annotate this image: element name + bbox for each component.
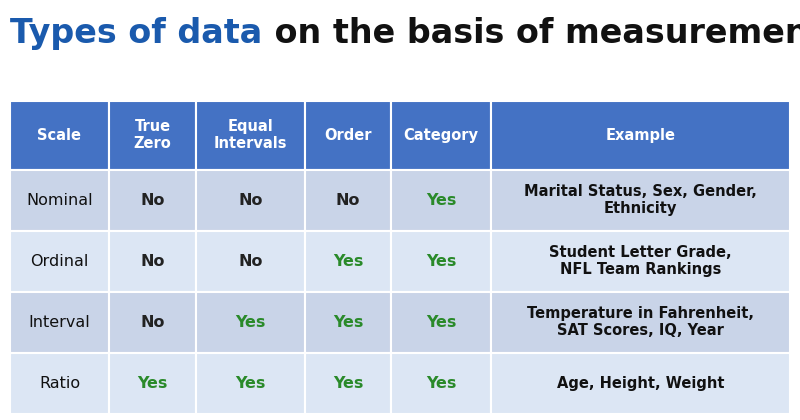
Text: No: No <box>141 193 165 207</box>
Text: Yes: Yes <box>235 315 266 330</box>
FancyBboxPatch shape <box>491 170 790 231</box>
FancyBboxPatch shape <box>196 291 305 353</box>
Text: Yes: Yes <box>426 254 456 269</box>
Text: on the basis of measurement: on the basis of measurement <box>262 17 800 50</box>
Text: Yes: Yes <box>333 254 363 269</box>
Text: Ratio: Ratio <box>39 376 80 391</box>
Text: Yes: Yes <box>333 315 363 330</box>
FancyBboxPatch shape <box>305 170 391 231</box>
FancyBboxPatch shape <box>305 231 391 291</box>
Text: No: No <box>141 254 165 269</box>
FancyBboxPatch shape <box>10 101 110 170</box>
Text: No: No <box>238 254 262 269</box>
Text: No: No <box>141 315 165 330</box>
FancyBboxPatch shape <box>491 231 790 291</box>
FancyBboxPatch shape <box>196 170 305 231</box>
FancyBboxPatch shape <box>305 291 391 353</box>
Text: Marital Status, Sex, Gender,
Ethnicity: Marital Status, Sex, Gender, Ethnicity <box>524 184 757 216</box>
Text: Yes: Yes <box>426 193 456 207</box>
Text: No: No <box>336 193 360 207</box>
Text: Equal
Intervals: Equal Intervals <box>214 119 287 152</box>
Text: Ordinal: Ordinal <box>30 254 89 269</box>
FancyBboxPatch shape <box>110 231 196 291</box>
FancyBboxPatch shape <box>491 101 790 170</box>
Text: Example: Example <box>606 128 676 143</box>
Text: Temperature in Fahrenheit,
SAT Scores, IQ, Year: Temperature in Fahrenheit, SAT Scores, I… <box>527 306 754 339</box>
Text: Yes: Yes <box>426 315 456 330</box>
FancyBboxPatch shape <box>391 101 491 170</box>
FancyBboxPatch shape <box>491 291 790 353</box>
FancyBboxPatch shape <box>391 291 491 353</box>
Text: Yes: Yes <box>138 376 168 391</box>
FancyBboxPatch shape <box>391 170 491 231</box>
FancyBboxPatch shape <box>110 353 196 414</box>
FancyBboxPatch shape <box>110 101 196 170</box>
Text: Age, Height, Weight: Age, Height, Weight <box>557 376 725 391</box>
FancyBboxPatch shape <box>110 291 196 353</box>
Text: Types of data: Types of data <box>10 17 262 50</box>
FancyBboxPatch shape <box>305 353 391 414</box>
Text: Category: Category <box>404 128 478 143</box>
Text: Nominal: Nominal <box>26 193 93 207</box>
FancyBboxPatch shape <box>10 291 110 353</box>
FancyBboxPatch shape <box>196 231 305 291</box>
FancyBboxPatch shape <box>10 353 110 414</box>
Text: Student Letter Grade,
NFL Team Rankings: Student Letter Grade, NFL Team Rankings <box>550 245 732 277</box>
FancyBboxPatch shape <box>391 231 491 291</box>
FancyBboxPatch shape <box>196 101 305 170</box>
Text: No: No <box>238 193 262 207</box>
FancyBboxPatch shape <box>491 353 790 414</box>
FancyBboxPatch shape <box>391 353 491 414</box>
Text: Yes: Yes <box>333 376 363 391</box>
Text: Interval: Interval <box>29 315 90 330</box>
FancyBboxPatch shape <box>196 353 305 414</box>
Text: Order: Order <box>324 128 372 143</box>
FancyBboxPatch shape <box>10 231 110 291</box>
Text: Scale: Scale <box>38 128 82 143</box>
FancyBboxPatch shape <box>110 170 196 231</box>
Text: True
Zero: True Zero <box>134 119 172 152</box>
Text: Yes: Yes <box>426 376 456 391</box>
Text: Yes: Yes <box>235 376 266 391</box>
FancyBboxPatch shape <box>10 170 110 231</box>
FancyBboxPatch shape <box>305 101 391 170</box>
